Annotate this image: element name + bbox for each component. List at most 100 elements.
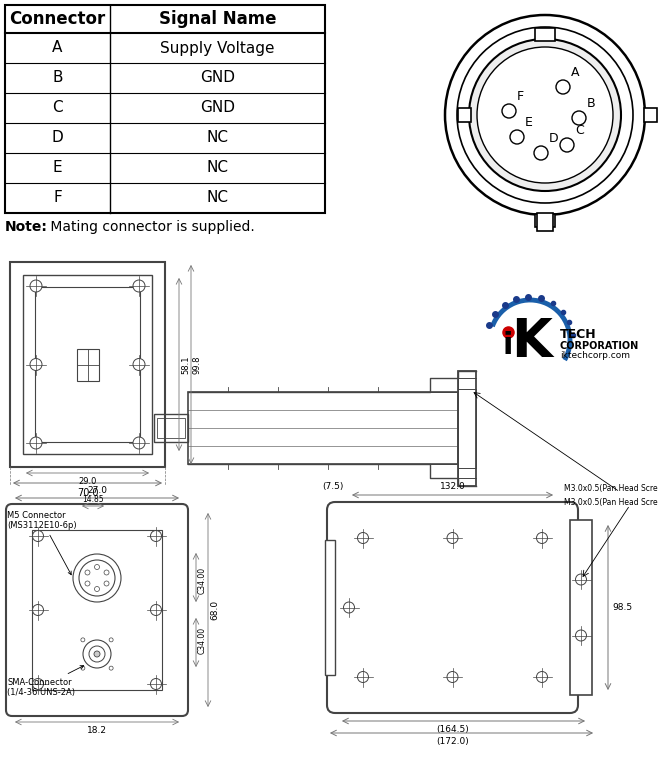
- Text: 58.1: 58.1: [181, 355, 190, 374]
- Text: E: E: [525, 116, 533, 129]
- Bar: [430, 464, 458, 478]
- Circle shape: [447, 532, 458, 543]
- Bar: [35, 287, 140, 442]
- Circle shape: [445, 15, 645, 215]
- Text: NC: NC: [206, 191, 228, 205]
- Circle shape: [133, 437, 145, 449]
- Circle shape: [457, 27, 633, 203]
- Circle shape: [556, 80, 570, 94]
- Bar: [157, 418, 185, 438]
- Text: NC: NC: [206, 160, 228, 175]
- Bar: [10, 262, 165, 467]
- Text: (164.5): (164.5): [436, 725, 469, 734]
- Bar: [535, 214, 555, 227]
- Text: Note:: Note:: [5, 220, 48, 234]
- Circle shape: [85, 581, 90, 586]
- Text: K: K: [511, 316, 552, 368]
- Text: A: A: [53, 40, 63, 56]
- Circle shape: [73, 554, 121, 602]
- Circle shape: [94, 651, 100, 657]
- Text: B: B: [587, 97, 595, 110]
- Circle shape: [151, 678, 161, 690]
- Circle shape: [560, 138, 574, 152]
- Circle shape: [447, 671, 458, 683]
- Bar: [570, 520, 592, 695]
- Circle shape: [477, 47, 613, 183]
- Bar: [154, 414, 188, 442]
- Bar: [644, 108, 657, 122]
- FancyBboxPatch shape: [327, 502, 578, 713]
- Text: GND: GND: [200, 71, 235, 85]
- Circle shape: [33, 604, 43, 615]
- Text: 14.85: 14.85: [82, 495, 104, 504]
- Bar: [458, 388, 476, 467]
- Text: M3.0x0.5(Pan Head Scre: M3.0x0.5(Pan Head Scre: [564, 498, 658, 507]
- Circle shape: [104, 570, 109, 575]
- Circle shape: [575, 574, 587, 585]
- Circle shape: [81, 666, 85, 670]
- Circle shape: [30, 280, 42, 292]
- Text: C: C: [575, 124, 584, 137]
- Text: C: C: [52, 101, 63, 115]
- Circle shape: [534, 146, 548, 160]
- Bar: [325, 540, 335, 675]
- Text: 70.0: 70.0: [77, 488, 99, 498]
- Bar: [32, 530, 162, 690]
- Bar: [535, 28, 555, 41]
- Circle shape: [95, 564, 99, 570]
- Circle shape: [502, 104, 516, 118]
- Circle shape: [89, 646, 105, 662]
- Text: (172.0): (172.0): [436, 737, 469, 746]
- Circle shape: [85, 570, 90, 575]
- Circle shape: [572, 111, 586, 125]
- Text: 68.0: 68.0: [210, 600, 219, 620]
- Text: Signal Name: Signal Name: [159, 10, 276, 28]
- Circle shape: [33, 531, 43, 542]
- Circle shape: [469, 39, 621, 191]
- Text: Mating connector is supplied.: Mating connector is supplied.: [46, 220, 255, 234]
- Bar: [23, 275, 152, 454]
- Text: F: F: [53, 191, 62, 205]
- Text: SMA-Connector
(1/4-36 UNS-2A): SMA-Connector (1/4-36 UNS-2A): [7, 666, 84, 697]
- Circle shape: [510, 130, 524, 144]
- Text: 98.5: 98.5: [612, 603, 632, 612]
- Text: 29.0: 29.0: [79, 477, 97, 486]
- Text: GND: GND: [200, 101, 235, 115]
- Circle shape: [81, 638, 85, 642]
- Circle shape: [358, 532, 368, 543]
- Text: D: D: [52, 130, 63, 146]
- Text: Connector: Connector: [9, 10, 106, 28]
- Bar: [537, 213, 553, 231]
- Circle shape: [151, 604, 161, 615]
- Circle shape: [109, 638, 113, 642]
- Text: 132.0: 132.0: [440, 482, 466, 491]
- Circle shape: [79, 560, 115, 596]
- Circle shape: [83, 640, 111, 668]
- FancyBboxPatch shape: [6, 504, 188, 716]
- Circle shape: [133, 359, 145, 370]
- Circle shape: [358, 671, 368, 683]
- Text: M3.0x0.5(Pan Head Scre: M3.0x0.5(Pan Head Scre: [564, 484, 658, 492]
- Bar: [430, 378, 458, 392]
- Text: 99.8: 99.8: [193, 355, 202, 374]
- Circle shape: [151, 531, 161, 542]
- Circle shape: [575, 630, 587, 641]
- Text: Supply Voltage: Supply Voltage: [161, 40, 275, 56]
- Circle shape: [344, 602, 354, 613]
- Text: F: F: [517, 90, 524, 103]
- Circle shape: [30, 437, 42, 449]
- Circle shape: [104, 581, 109, 586]
- Text: C34.00: C34.00: [198, 567, 207, 594]
- Text: i: i: [503, 332, 513, 360]
- Text: B: B: [52, 71, 63, 85]
- Circle shape: [133, 280, 145, 292]
- Text: TECH: TECH: [560, 328, 597, 340]
- Circle shape: [95, 587, 99, 591]
- Circle shape: [33, 678, 43, 690]
- Circle shape: [537, 532, 547, 543]
- Bar: [458, 370, 476, 485]
- Bar: [77, 349, 99, 381]
- Text: NC: NC: [206, 130, 228, 146]
- Text: 27.0: 27.0: [87, 486, 107, 495]
- Text: iktechcorp.com: iktechcorp.com: [560, 352, 630, 360]
